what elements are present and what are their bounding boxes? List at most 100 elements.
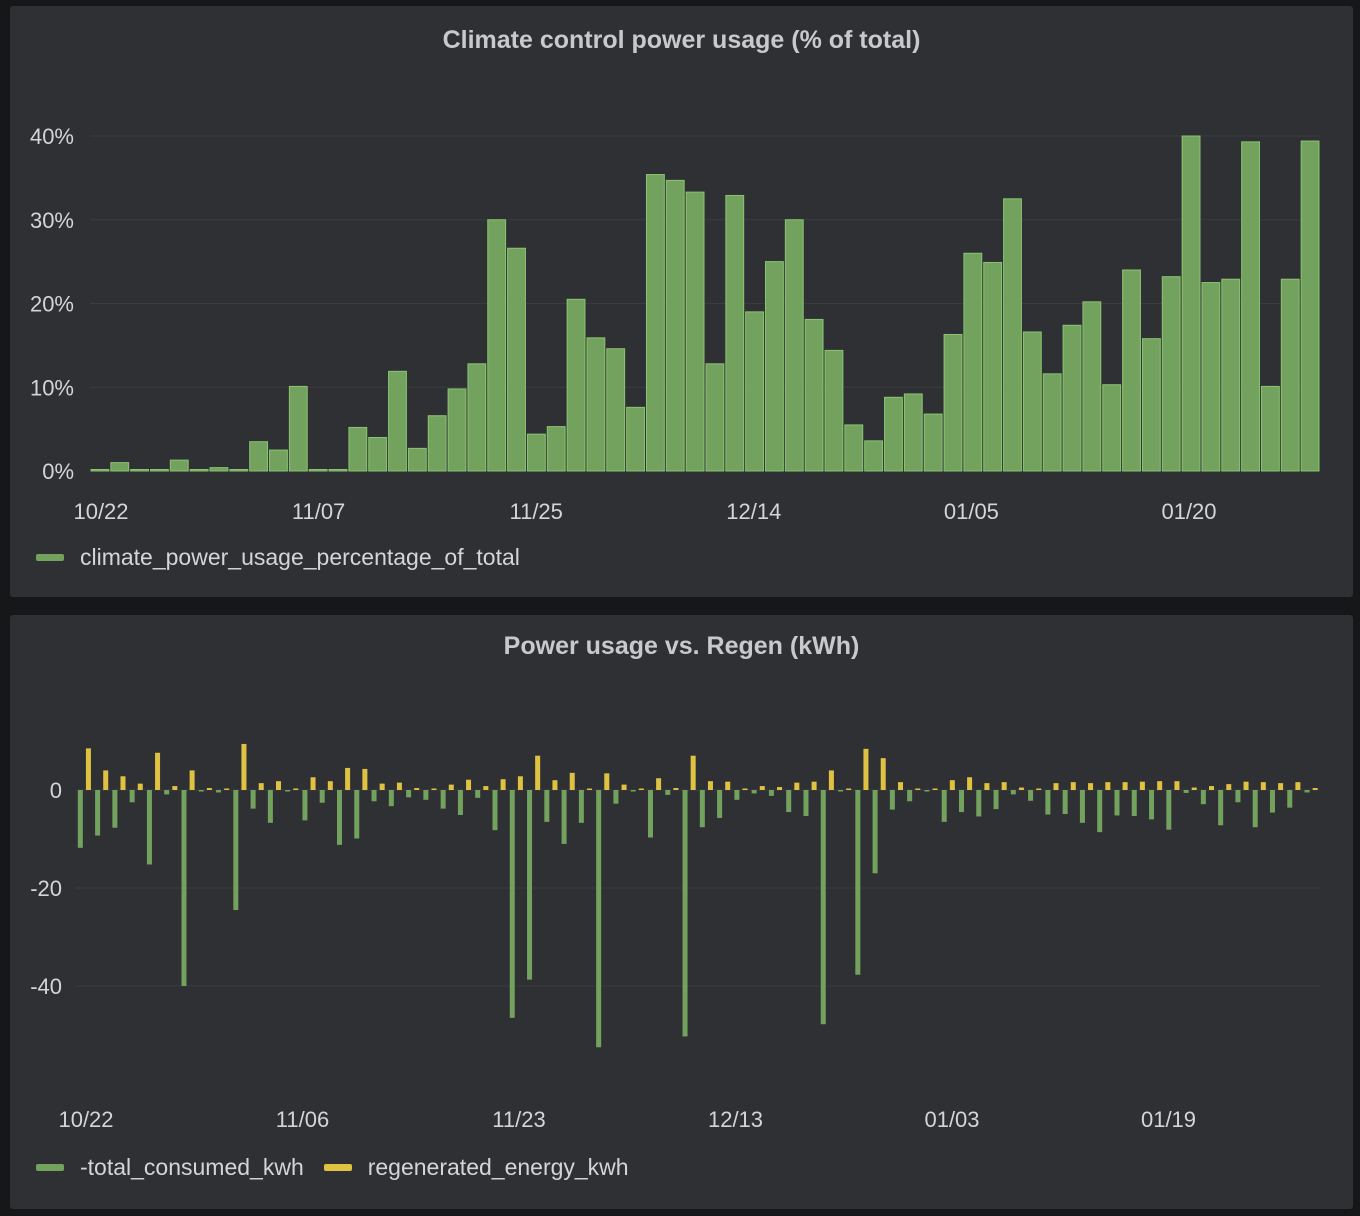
- bar-regen: [777, 787, 783, 790]
- bar: [566, 298, 586, 472]
- bar-regen: [811, 781, 817, 790]
- bar-regen: [327, 781, 333, 790]
- bar-consumed: [1131, 790, 1137, 816]
- legend: climate_power_usage_percentage_of_total: [36, 544, 540, 571]
- bar-consumed: [699, 790, 705, 828]
- bar-consumed: [872, 790, 878, 874]
- bar: [1141, 338, 1161, 472]
- bar-regen: [120, 776, 126, 790]
- bar: [665, 179, 685, 472]
- bar: [1062, 324, 1082, 472]
- bar-regen: [915, 788, 921, 790]
- legend-item-climate[interactable]: climate_power_usage_percentage_of_total: [36, 544, 520, 571]
- bar: [765, 261, 784, 472]
- bar: [288, 385, 308, 472]
- bar-consumed: [285, 790, 291, 792]
- bar-consumed: [440, 790, 446, 809]
- bar-regen: [1018, 787, 1024, 790]
- bar-regen: [275, 781, 281, 790]
- bar: [467, 363, 487, 472]
- bar-consumed: [336, 790, 342, 845]
- bar-regen: [949, 780, 955, 790]
- bar: [586, 337, 606, 472]
- bar: [884, 396, 903, 472]
- bar-consumed: [406, 790, 412, 798]
- bar-regen: [569, 772, 575, 790]
- bar: [1102, 384, 1122, 472]
- bar-consumed: [1028, 790, 1034, 801]
- bar-consumed: [838, 790, 844, 792]
- bar-consumed: [1218, 790, 1224, 826]
- x-tick-label: 12/14: [726, 499, 781, 524]
- climate-power-chart: 0% 10% 20% 30% 40% 10/22 11/07 11/25 12/14 01/05 0…: [30, 124, 1320, 524]
- bar: [368, 437, 388, 472]
- bar-regen: [396, 782, 402, 790]
- bar-consumed: [371, 790, 377, 802]
- bar-consumed: [751, 790, 757, 794]
- bar-consumed: [354, 790, 360, 839]
- bar: [447, 388, 467, 472]
- x-tick-label: 11/25: [509, 499, 562, 524]
- bar-consumed: [1010, 790, 1016, 795]
- bar-consumed: [1166, 790, 1172, 830]
- bar-consumed: [855, 790, 861, 975]
- x-tick-label: 11/06: [276, 1107, 329, 1132]
- legend-item-regen[interactable]: regenerated_energy_kwh: [323, 1154, 629, 1181]
- x-tick-label: 10/22: [58, 1107, 113, 1132]
- bar: [824, 349, 844, 472]
- bar-consumed: [924, 790, 930, 792]
- climate-power-panel: Climate control power usage (% of total)…: [10, 6, 1353, 597]
- bar-consumed: [181, 790, 187, 986]
- bar: [1241, 141, 1260, 472]
- x-tick-label: 01/19: [1141, 1107, 1196, 1132]
- bar-regen: [535, 755, 541, 790]
- bar-consumed: [907, 790, 913, 802]
- bar: [1122, 269, 1141, 472]
- bar-regen: [85, 748, 91, 790]
- bar-regen: [206, 788, 212, 790]
- bar-regen: [517, 776, 523, 790]
- legend-swatch: [323, 1164, 352, 1171]
- bar-regen: [1312, 788, 1318, 790]
- bar: [923, 413, 943, 472]
- bar-consumed: [993, 790, 999, 810]
- bar-consumed: [665, 790, 671, 795]
- bar-regen: [500, 779, 506, 790]
- bar-regen: [638, 788, 644, 790]
- bar: [169, 459, 189, 472]
- bar-consumed: [630, 790, 636, 792]
- bar-consumed: [578, 790, 584, 823]
- bar: [963, 252, 983, 472]
- bar: [1161, 276, 1181, 472]
- bar: [784, 219, 804, 472]
- bar-regen: [828, 770, 834, 790]
- y-tick-label: 40%: [30, 124, 74, 149]
- bar: [1042, 373, 1062, 472]
- bar-consumed: [95, 790, 101, 836]
- legend-swatch: [36, 1164, 64, 1171]
- bar-regen: [656, 778, 662, 790]
- bar-regen: [1088, 783, 1094, 790]
- legend-label: climate_power_usage_percentage_of_total: [80, 544, 520, 570]
- bar-consumed: [1200, 790, 1206, 805]
- bar-regen: [967, 777, 973, 790]
- bar-consumed: [1079, 790, 1085, 823]
- bar: [526, 433, 546, 472]
- bar: [685, 191, 705, 472]
- bar: [269, 449, 288, 472]
- bar: [328, 469, 348, 472]
- bar-consumed: [1045, 790, 1051, 815]
- bar-consumed: [1097, 790, 1103, 833]
- bar: [1221, 278, 1241, 472]
- legend-item-consumed[interactable]: -total_consumed_kwh: [36, 1154, 304, 1181]
- bar: [308, 469, 328, 472]
- bar-regen: [189, 770, 195, 790]
- bar-consumed: [112, 790, 118, 828]
- bar: [1003, 198, 1022, 472]
- bar: [348, 426, 368, 472]
- bar: [705, 363, 725, 472]
- y-tick-label: 0: [50, 778, 62, 803]
- x-tick-label: 11/07: [292, 499, 345, 524]
- bar-consumed: [1183, 790, 1189, 793]
- bar-consumed: [302, 790, 308, 821]
